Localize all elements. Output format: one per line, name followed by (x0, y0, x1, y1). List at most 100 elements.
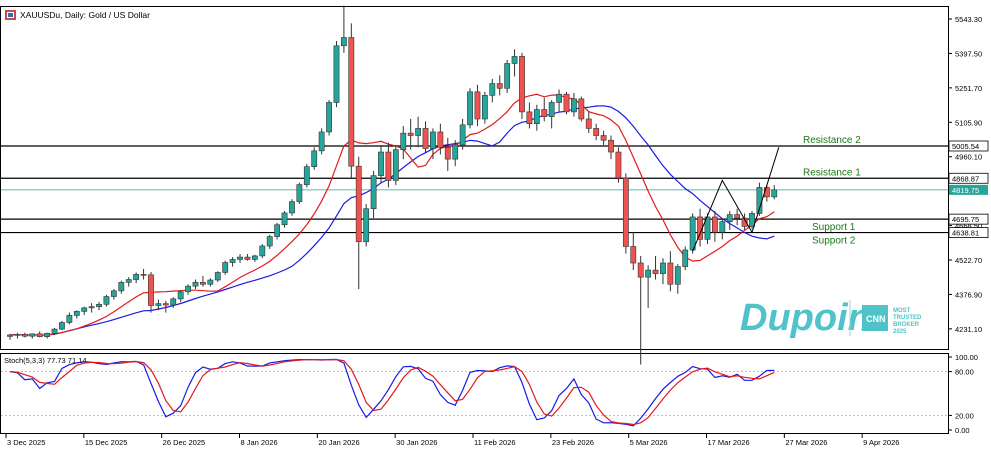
candle (771, 185, 778, 200)
candle (548, 100, 555, 129)
triangle-pattern-drawing (692, 147, 780, 252)
candle (133, 272, 140, 284)
level-annotation: Resistance 1 (803, 167, 861, 178)
candle (674, 264, 681, 294)
candle (200, 275, 206, 287)
level-price-tag (949, 184, 988, 195)
candle (148, 271, 154, 313)
price-tick-label: 4960.10 (955, 153, 982, 162)
level-price-label: 4638.81 (952, 229, 979, 238)
candle-body (200, 282, 206, 285)
date-tick-label: 5 Mar 2026 (630, 438, 668, 447)
stoch-tick-label: 100.00 (955, 353, 978, 362)
candle (571, 93, 577, 117)
level-annotation: Support 1 (812, 222, 856, 233)
candle-body (385, 151, 392, 181)
brand-wordmark: Dupoin (740, 297, 871, 339)
candle-body (14, 334, 21, 336)
candle (608, 135, 614, 160)
candle-body (511, 56, 518, 64)
candle (318, 128, 325, 155)
candle-body (51, 328, 58, 334)
price-axis-level-tags: 5005.54 4868.87 4819.75 4695.75 4638.81 (948, 140, 989, 238)
candle-body (711, 216, 718, 233)
date-tick-label: 23 Feb 2026 (552, 438, 594, 447)
candle (214, 271, 221, 282)
candle (711, 211, 718, 242)
candle-body (96, 304, 102, 307)
candle (652, 255, 659, 280)
candle-body (608, 139, 614, 153)
candle-body (734, 214, 741, 219)
candle (44, 332, 50, 339)
candle (474, 84, 481, 127)
candle (719, 218, 726, 240)
candle-body (630, 246, 637, 264)
candle (289, 199, 295, 216)
level-price-label: 4868.87 (952, 174, 979, 183)
date-tick-label: 30 Jan 2026 (396, 438, 437, 447)
candle (251, 254, 258, 262)
level-annotation: Support 2 (812, 236, 856, 247)
date-tick-label: 26 Dec 2025 (163, 438, 206, 447)
candle (29, 333, 36, 339)
candle-body (326, 102, 332, 133)
candle-body (274, 224, 281, 237)
horizontal-levels (1, 145, 948, 234)
candle-body (726, 214, 733, 222)
candle (489, 78, 496, 103)
stochastic-axis: 100.00 80.00 20.00 0.00 (948, 353, 978, 435)
candle (422, 121, 429, 154)
candle-body (311, 150, 318, 167)
candle (303, 163, 310, 188)
candle-body (719, 221, 726, 233)
level-price-label: 4819.75 (952, 186, 979, 195)
symbol-dropdown-icon[interactable] (5, 10, 16, 20)
candle-body (578, 98, 585, 120)
candle (541, 97, 548, 122)
date-axis: 3 Dec 2025 15 Dec 2025 26 Dec 2025 8 Jan 20… (5, 434, 899, 447)
price-tick-label: 4376.90 (955, 290, 982, 299)
stoch-tick-label: 80.00 (955, 368, 974, 377)
candle-body (489, 83, 496, 96)
candle (103, 294, 110, 307)
candle (467, 88, 473, 129)
candle (7, 333, 13, 340)
candle-body (118, 282, 125, 292)
candle-body (504, 63, 511, 89)
candle (333, 41, 340, 108)
candle-body (333, 45, 340, 103)
candle-body (600, 135, 607, 141)
level-price-label: 4695.75 (952, 215, 979, 224)
candle (400, 126, 407, 160)
stoch-tick-label: 20.00 (955, 411, 974, 420)
candle (207, 278, 214, 287)
candle-body (407, 132, 414, 136)
candle (229, 257, 236, 267)
candle-body (593, 128, 600, 136)
candle (59, 320, 65, 331)
candle-body (125, 279, 132, 283)
candle (162, 300, 169, 313)
price-tick-label: 5105.90 (955, 118, 982, 127)
candle-body (207, 279, 214, 285)
candle (637, 255, 644, 365)
candle-body (363, 208, 370, 243)
candle-body (452, 144, 459, 160)
date-tick-label: 3 Dec 2025 (7, 438, 45, 447)
candle (444, 137, 451, 171)
level-price-tag (948, 172, 989, 184)
candle-body (430, 131, 436, 149)
stoch-tick-label: 0.00 (955, 426, 970, 435)
candle-body (437, 131, 444, 148)
stochastic-panel (0, 353, 949, 434)
candle (682, 246, 689, 271)
candle (392, 144, 399, 186)
badge-line-1: MOST (893, 308, 911, 314)
candle-body (110, 290, 117, 297)
candle-body (81, 307, 88, 312)
candle (125, 277, 132, 287)
candle-body (88, 306, 95, 309)
